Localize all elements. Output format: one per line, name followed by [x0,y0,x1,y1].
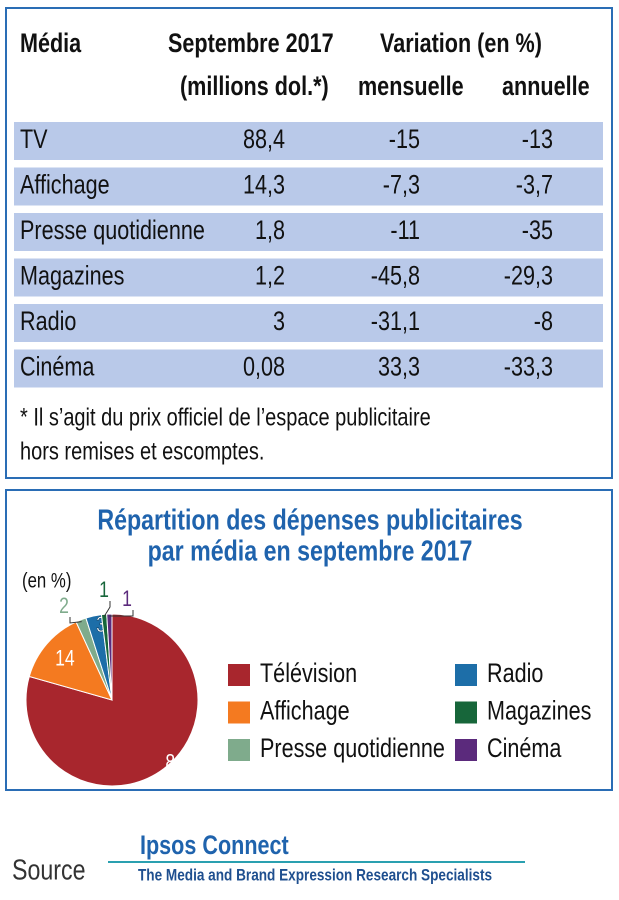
pie-slice [25,613,199,787]
table-cell: -45,8 [371,261,420,291]
data-label: 3 [96,613,106,637]
table-cell: 0,08 [243,352,285,382]
table-cell: -7,3 [383,170,420,200]
legend-label: Télévision [260,659,357,689]
table-row-bg [14,122,603,160]
table-cell: 14,3 [243,170,285,200]
table-row-bg [14,167,603,206]
table-cell: -29,3 [504,261,553,291]
chart-title: par média en septembre 2017 [148,534,473,567]
legend-swatch [455,701,477,724]
annotation: (en %) [22,570,71,593]
table-cell: Magazines [20,261,124,291]
table-frame [5,7,613,479]
table-cell: Radio [20,307,76,337]
table-cell: -3,7 [516,170,553,200]
source-label: Source [12,853,85,886]
legend-label: Cinéma [487,734,562,764]
chart-title: Répartition des dépenses publicitaires [97,503,522,536]
leader-line [69,617,82,624]
table-cell: -15 [389,125,420,155]
chart-frame [5,489,613,791]
table-row-bg [14,304,603,342]
table-row-bg [14,349,603,388]
column-header: (millions dol.*) [180,72,329,102]
brand: Ipsos Connect [140,831,289,861]
column-header: Variation (en %) [380,29,542,59]
data-label: 14 [55,647,75,671]
table-cell: -13 [522,125,553,155]
table-cell: Presse quotidienne [20,216,205,246]
pie-slice [106,613,113,701]
footnote: * Il s’agit du prix officiel de l’espace… [20,404,431,432]
leader-line [109,610,134,617]
column-header: Septembre 2017 [168,29,334,59]
data-label: 81 [165,751,185,775]
legend-label: Presse quotidienne [260,734,445,764]
data-label: 1 [122,587,132,611]
legend-swatch [228,739,250,761]
column-header: annuelle [502,72,590,102]
table-cell: Affichage [20,170,110,200]
table-cell: -31,1 [371,307,420,337]
legend-swatch [455,739,477,761]
legend-swatch [228,701,250,724]
table-cell: TV [20,125,48,155]
legend-label: Affichage [260,696,350,726]
table-cell: -35 [522,216,553,246]
data-label: 2 [59,594,69,618]
legend-label: Radio [487,659,543,689]
footnote: hors remises et escomptes. [20,438,264,466]
table-cell: 33,3 [378,352,420,382]
table-row-bg [14,258,603,297]
legend-swatch [455,664,477,686]
legend-label: Magazines [487,696,591,726]
table-cell: Cinéma [20,352,95,382]
table-cell: 1,2 [255,261,285,291]
leader-line [103,601,111,617]
table-cell: -8 [534,307,553,337]
table-cell: -33,3 [504,352,553,382]
table-cell: 3 [273,307,285,337]
tagline: The Media and Brand Expression Research … [138,866,492,885]
table-cell: -11 [390,216,420,246]
column-header: Média [20,29,82,59]
column-header: mensuelle [358,72,464,102]
legend-swatch [228,664,250,686]
data-label: 1 [99,578,109,602]
table-cell: 1,8 [255,216,285,246]
table-cell: 88,4 [243,125,285,155]
table-row-bg [14,213,603,251]
